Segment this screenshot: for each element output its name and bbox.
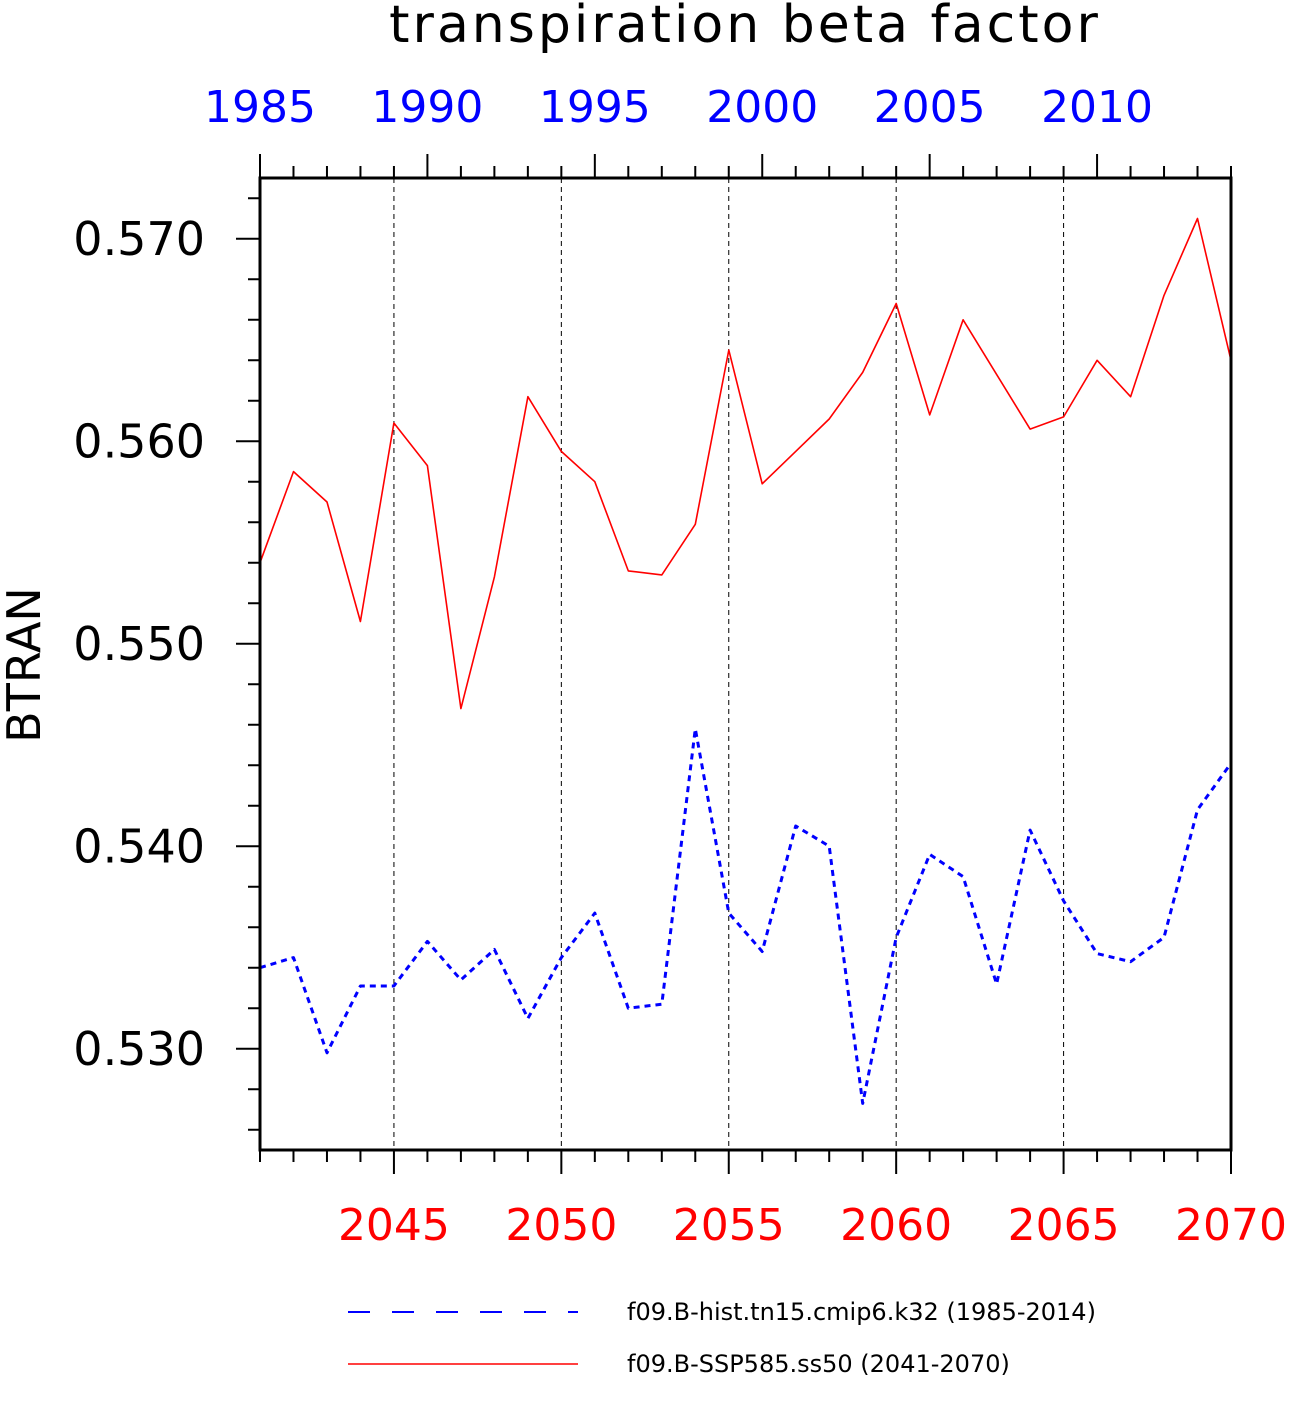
bottom-x-tick-labels: 2045 2050 2055 2060 2065 2070: [338, 1200, 1287, 1251]
legend-label-hist: f09.B-hist.tn15.cmip6.k32 (1985-2014): [627, 1298, 1096, 1326]
y-tick-label-0.570: 0.570: [73, 212, 205, 266]
bottom-tick-label-2045: 2045: [338, 1200, 450, 1251]
y-tick-label-0.530: 0.530: [73, 1022, 205, 1076]
plot-frame: [258, 176, 1233, 1152]
y-tick-label-0.550: 0.550: [73, 617, 205, 671]
legend-label-ssp585: f09.B-SSP585.ss50 (2041-2070): [627, 1350, 1010, 1378]
bottom-tick-label-2055: 2055: [673, 1200, 785, 1251]
series-line-0: [259, 727, 1233, 1105]
y-tick-label-0.560: 0.560: [73, 414, 205, 468]
top-tick-label-2000: 2000: [706, 82, 818, 133]
vertical-grid: [393, 178, 1065, 1150]
top-tick-label-1990: 1990: [371, 82, 483, 133]
plot-axes: [236, 154, 1233, 1174]
chart-title: transpiration beta factor: [389, 0, 1101, 55]
series-line-1: [259, 217, 1232, 710]
bottom-tick-label-2060: 2060: [840, 1200, 952, 1251]
top-tick-label-2005: 2005: [874, 82, 986, 133]
top-tick-label-1985: 1985: [204, 82, 316, 133]
top-tick-label-2010: 2010: [1041, 82, 1153, 133]
top-x-tick-labels: 1985 1990 1995 2000 2005 2010: [204, 82, 1153, 133]
legend: f09.B-hist.tn15.cmip6.k32 (1985-2014) f0…: [348, 1298, 1096, 1378]
series-layer: [259, 217, 1233, 1105]
bottom-tick-label-2065: 2065: [1008, 1200, 1120, 1251]
y-axis-label: BTRAN: [0, 587, 51, 743]
top-tick-label-1995: 1995: [539, 82, 651, 133]
y-tick-labels: 0.530 0.540 0.550 0.560 0.570: [73, 212, 205, 1076]
bottom-tick-label-2070: 2070: [1175, 1200, 1287, 1251]
bottom-tick-label-2050: 2050: [505, 1200, 617, 1251]
y-tick-label-0.540: 0.540: [73, 819, 205, 873]
